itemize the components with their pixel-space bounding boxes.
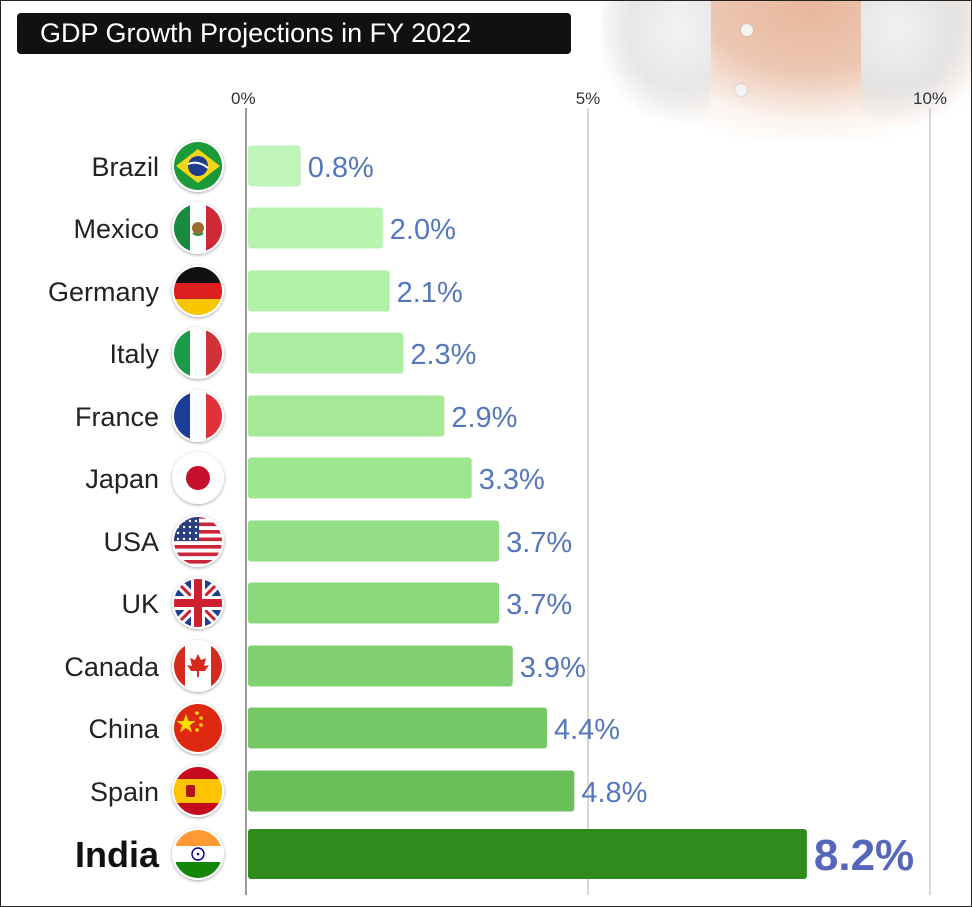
value-label: 2.9% <box>451 402 517 434</box>
flags <box>172 140 224 880</box>
category-label: Japan <box>85 464 159 494</box>
spain-flag-icon <box>172 765 224 817</box>
x-tick-label: 10% <box>913 89 947 108</box>
canada-flag-icon <box>172 640 224 692</box>
bar-italy <box>248 332 404 374</box>
uk-flag-icon <box>172 577 224 629</box>
value-label: 0.8% <box>308 152 374 184</box>
bar-india <box>248 829 807 879</box>
india-flag-icon <box>172 828 224 880</box>
usa-flag-icon <box>172 515 224 567</box>
mexico-flag-icon <box>172 202 224 254</box>
value-label: 4.8% <box>581 777 647 809</box>
value-label: 4.4% <box>554 714 620 746</box>
category-label: USA <box>103 527 159 557</box>
japan-flag-icon <box>172 452 224 504</box>
shirt-button <box>735 84 747 96</box>
category-label: China <box>88 714 160 744</box>
shirt-button <box>741 24 753 36</box>
value-label: 2.3% <box>410 339 476 371</box>
category-label: Canada <box>64 652 160 682</box>
value-label: 3.9% <box>520 652 586 684</box>
category-label: India <box>75 834 160 875</box>
value-label: 3.3% <box>479 464 545 496</box>
bar-germany <box>248 270 390 312</box>
background-photo <box>601 1 971 141</box>
bar-canada <box>248 645 513 687</box>
category-label: Brazil <box>91 152 159 182</box>
value-label: 3.7% <box>506 527 572 559</box>
germany-flag-icon <box>172 265 224 317</box>
x-tick-label: 0% <box>231 89 256 108</box>
value-labels: 0.8% 2.0% 2.1% 2.3% 2.9% 3.3% 3.7% 3.7% 3.9% 4.4%… <box>308 152 914 880</box>
x-axis-ticks: 0% 5% 10% <box>231 89 947 108</box>
category-label: Mexico <box>73 214 159 244</box>
value-label: 2.1% <box>397 277 463 309</box>
category-label: France <box>75 402 159 432</box>
bar-japan <box>248 457 472 499</box>
bar-usa <box>248 520 500 562</box>
bars <box>248 145 807 879</box>
bar-uk <box>248 582 500 624</box>
brazil-flag-icon <box>172 140 224 192</box>
value-label: 2.0% <box>390 214 456 246</box>
bar-france <box>248 395 445 437</box>
italy-flag-icon <box>172 327 224 379</box>
category-label: UK <box>121 589 159 619</box>
value-label: 3.7% <box>506 589 572 621</box>
x-tick-label: 5% <box>576 89 601 108</box>
category-label: Germany <box>48 277 160 307</box>
category-label: Spain <box>90 777 159 807</box>
shirt-left <box>601 1 711 121</box>
bar-china <box>248 707 547 749</box>
france-flag-icon <box>172 390 224 442</box>
value-label: 8.2% <box>814 831 914 880</box>
shirt-right <box>861 1 971 121</box>
category-label: Italy <box>109 339 159 369</box>
bar-spain <box>248 770 575 812</box>
bar-brazil <box>248 145 301 187</box>
bar-mexico <box>248 207 383 249</box>
china-flag-icon <box>172 702 224 754</box>
chart-title: GDP Growth Projections in FY 2022 <box>17 13 571 54</box>
grid-lines <box>245 108 931 895</box>
category-labels: Brazil Mexico Germany Italy France Japan USA UK… <box>48 152 160 875</box>
